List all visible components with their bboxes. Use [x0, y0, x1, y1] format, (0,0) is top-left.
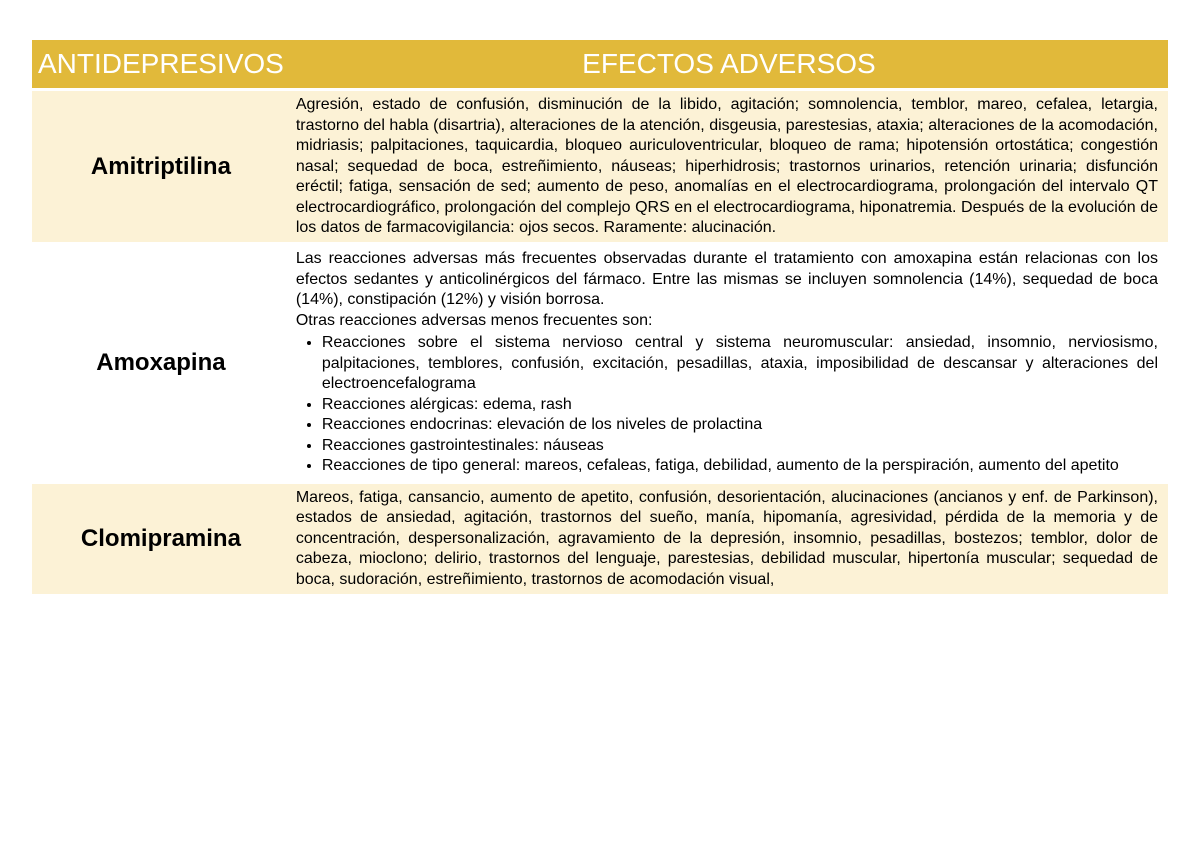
antidepressants-table: ANTIDEPRESIVOS EFECTOS ADVERSOS Amitript… — [32, 40, 1168, 594]
effects-bullet-item: Reacciones gastrointestinales: náuseas — [322, 436, 1158, 456]
effects-bullet-item: Reacciones alérgicas: edema, rash — [322, 395, 1158, 415]
header-effects: EFECTOS ADVERSOS — [290, 40, 1168, 90]
effects-cell: Las reacciones adversas más frecuentes o… — [290, 244, 1168, 482]
effects-bullet-list: Reacciones sobre el sistema nervioso cen… — [296, 333, 1158, 476]
effects-cell: Mareos, fatiga, cansancio, aumento de ap… — [290, 482, 1168, 594]
table-header-row: ANTIDEPRESIVOS EFECTOS ADVERSOS — [32, 40, 1168, 90]
table-row: AmoxapinaLas reacciones adversas más fre… — [32, 244, 1168, 482]
drug-name-cell: Amoxapina — [32, 244, 290, 482]
effects-paragraph: Mareos, fatiga, cansancio, aumento de ap… — [296, 488, 1158, 590]
effects-paragraph: Las reacciones adversas más frecuentes o… — [296, 249, 1158, 310]
effects-bullet-item: Reacciones sobre el sistema nervioso cen… — [322, 333, 1158, 394]
effects-paragraph: Agresión, estado de confusión, disminuci… — [296, 95, 1158, 238]
table-row: ClomipraminaMareos, fatiga, cansancio, a… — [32, 482, 1168, 594]
header-drug: ANTIDEPRESIVOS — [32, 40, 290, 90]
effects-cell: Agresión, estado de confusión, disminuci… — [290, 90, 1168, 244]
effects-bullet-item: Reacciones endocrinas: elevación de los … — [322, 415, 1158, 435]
drug-name-cell: Clomipramina — [32, 482, 290, 594]
drug-name-cell: Amitriptilina — [32, 90, 290, 244]
table-row: AmitriptilinaAgresión, estado de confusi… — [32, 90, 1168, 244]
effects-bullet-item: Reacciones de tipo general: mareos, cefa… — [322, 456, 1158, 476]
effects-paragraph: Otras reacciones adversas menos frecuent… — [296, 311, 1158, 331]
